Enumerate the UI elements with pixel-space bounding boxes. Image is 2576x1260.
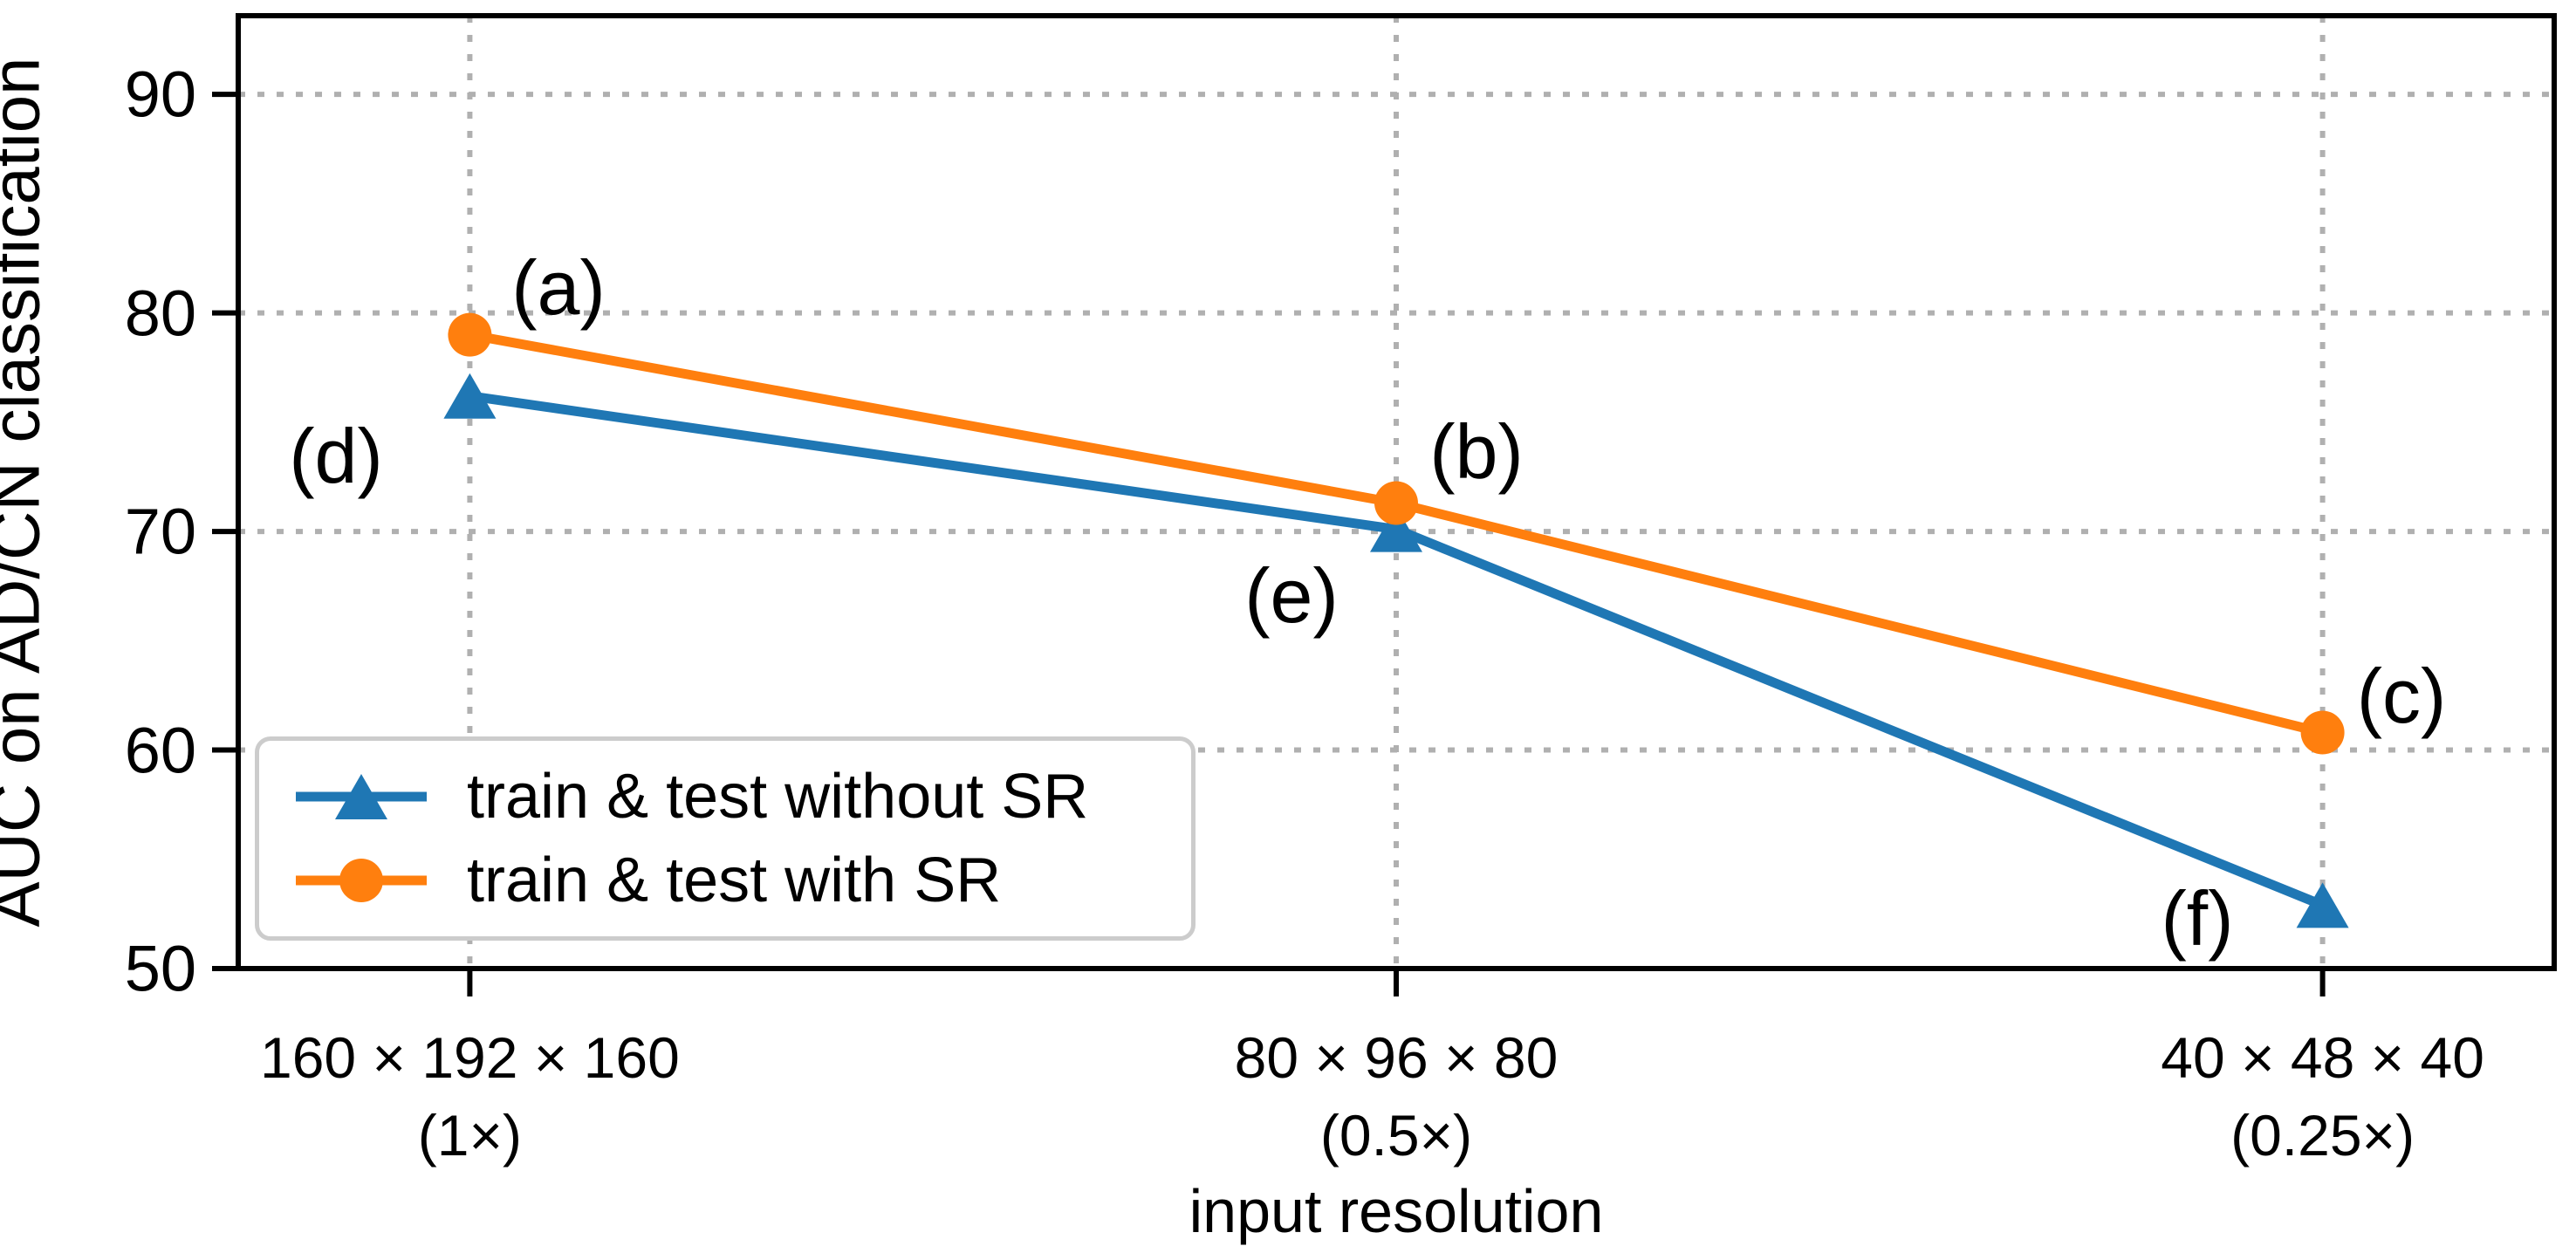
y-tick-label: 60 [124, 714, 196, 787]
annotation-a: (a) [511, 244, 606, 331]
y-axis-label: AUC on AD/CN classification [0, 57, 54, 928]
x-tick-label: 160 × 192 × 160 (1×) [259, 1025, 680, 1168]
legend-label: train & test with SR [467, 846, 1002, 916]
legend-entry-1: train & test with SR [292, 845, 1191, 916]
annotation-b: (b) [1429, 408, 1524, 495]
series-0-marker-2 [2296, 882, 2349, 928]
y-tick-label: 80 [124, 277, 196, 350]
legend-label: train & test without SR [467, 761, 1089, 832]
y-tick-label: 50 [124, 932, 196, 1005]
series-0-marker-0 [443, 373, 497, 419]
y-tick-label: 70 [124, 495, 196, 568]
y-tick-label: 90 [124, 58, 196, 131]
annotation-f: (f) [2161, 875, 2234, 962]
series-1-marker-1 [1374, 481, 1418, 525]
x-tick-label: 80 × 96 × 80 (0.5×) [1234, 1025, 1559, 1168]
triangle-legend-marker-icon [296, 773, 427, 819]
series-0-marker-1 [1370, 506, 1422, 552]
legend-entry-0: train & test without SR [292, 761, 1191, 832]
x-tick-label: 40 × 48 × 40 (0.25×) [2161, 1025, 2484, 1168]
annotation-e: (e) [1244, 552, 1339, 639]
series-1-marker-0 [448, 312, 492, 357]
series-1-marker-2 [2300, 710, 2345, 755]
annotation-d: (d) [289, 413, 383, 499]
x-axis-label: input resolution [1189, 1177, 1604, 1245]
annotation-c: (c) [2356, 653, 2447, 739]
circle-legend-marker-icon [296, 859, 427, 903]
legend: train & test without SR train & test with… [255, 736, 1196, 941]
